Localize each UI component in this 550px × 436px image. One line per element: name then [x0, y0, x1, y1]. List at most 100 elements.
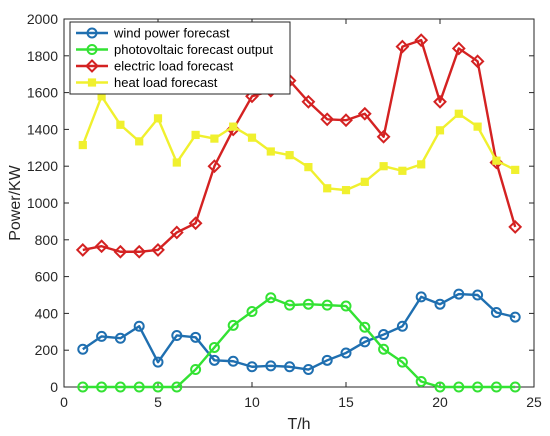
x-axis-label: T/h [287, 416, 310, 433]
data-point [169, 225, 184, 240]
y-tick-label: 400 [35, 305, 59, 321]
data-point [490, 306, 502, 318]
data-point [190, 364, 202, 376]
data-point [227, 319, 239, 331]
axis-ticks: 0 5 10 15 20 25 0 200 400 600 800 1000 1200 1400 1600 1… [27, 11, 542, 410]
y-tick-label: 1600 [27, 85, 58, 101]
data-point [473, 122, 482, 131]
data-point [360, 177, 369, 186]
legend-label: wind power forecast [113, 26, 230, 41]
x-tick-label: 20 [432, 394, 448, 410]
y-tick-label: 1200 [27, 158, 58, 174]
data-point [113, 244, 128, 259]
data-point [470, 54, 485, 69]
data-point [396, 320, 408, 332]
data-point [340, 300, 352, 312]
data-point [434, 381, 446, 393]
data-point [451, 41, 466, 56]
data-point [302, 298, 314, 310]
y-axis-label: Power/KW [7, 164, 24, 240]
data-point [96, 330, 108, 342]
data-point [433, 94, 447, 109]
data-point [398, 166, 407, 175]
data-point [246, 361, 258, 373]
data-point [172, 158, 181, 167]
data-point [415, 291, 427, 303]
data-point [302, 364, 314, 376]
data-point [265, 292, 277, 304]
legend-marker [87, 78, 97, 87]
data-point [379, 162, 388, 171]
data-point [414, 33, 429, 48]
data-point [151, 243, 165, 257]
data-point [114, 381, 126, 393]
series-layer [75, 33, 523, 393]
data-point [208, 341, 220, 353]
data-point [417, 160, 426, 169]
data-point [116, 120, 125, 129]
data-point [152, 356, 164, 368]
data-point [266, 147, 275, 156]
data-point [396, 356, 408, 368]
data-point [359, 321, 371, 333]
x-tick-label: 5 [154, 394, 162, 410]
data-point [153, 114, 163, 123]
series-3 [78, 92, 520, 195]
data-point [511, 165, 520, 174]
series-0 [77, 288, 521, 376]
data-point [191, 130, 200, 140]
legend-label: heat load forecast [114, 75, 218, 90]
data-point [509, 381, 521, 393]
data-point [265, 360, 277, 372]
data-point [357, 106, 372, 121]
data-point [376, 129, 391, 144]
legend-entry: heat load forecast [76, 75, 218, 90]
legend-marker [86, 27, 98, 39]
data-point [509, 311, 521, 323]
data-point [359, 336, 371, 348]
data-point [378, 343, 390, 355]
data-point [340, 347, 352, 359]
data-point [301, 94, 316, 109]
data-point [321, 354, 333, 366]
data-point [472, 289, 484, 301]
data-point [77, 343, 89, 355]
legend-entry: photovoltaic forecast output [76, 42, 273, 57]
data-point [454, 109, 463, 118]
data-point [94, 239, 109, 254]
series-line [82, 292, 516, 371]
series-1 [77, 292, 521, 393]
data-point [96, 381, 108, 393]
data-point [323, 184, 332, 193]
data-point [395, 39, 410, 54]
data-point [453, 381, 465, 393]
y-tick-label: 1400 [27, 121, 58, 137]
legend-label: electric load forecast [114, 59, 234, 74]
y-tick-label: 800 [35, 232, 59, 248]
data-point [75, 243, 90, 257]
data-point [492, 156, 501, 165]
data-point [304, 163, 313, 172]
data-point [171, 381, 183, 393]
data-point [320, 112, 335, 127]
data-point [77, 381, 89, 393]
data-point [208, 354, 220, 366]
data-point [284, 361, 296, 373]
data-point [284, 299, 296, 311]
data-point [508, 220, 523, 234]
data-point [114, 332, 126, 344]
data-point [321, 299, 333, 311]
data-point [246, 306, 258, 318]
y-tick-label: 600 [35, 269, 59, 285]
data-point [227, 355, 239, 367]
data-point [152, 381, 164, 393]
data-point [188, 216, 203, 231]
data-point [247, 133, 257, 142]
legend-marker [85, 59, 99, 73]
data-point [229, 122, 238, 131]
data-point [435, 126, 445, 135]
data-point [210, 134, 219, 143]
y-tick-label: 2000 [27, 11, 58, 27]
series-line [82, 296, 516, 389]
